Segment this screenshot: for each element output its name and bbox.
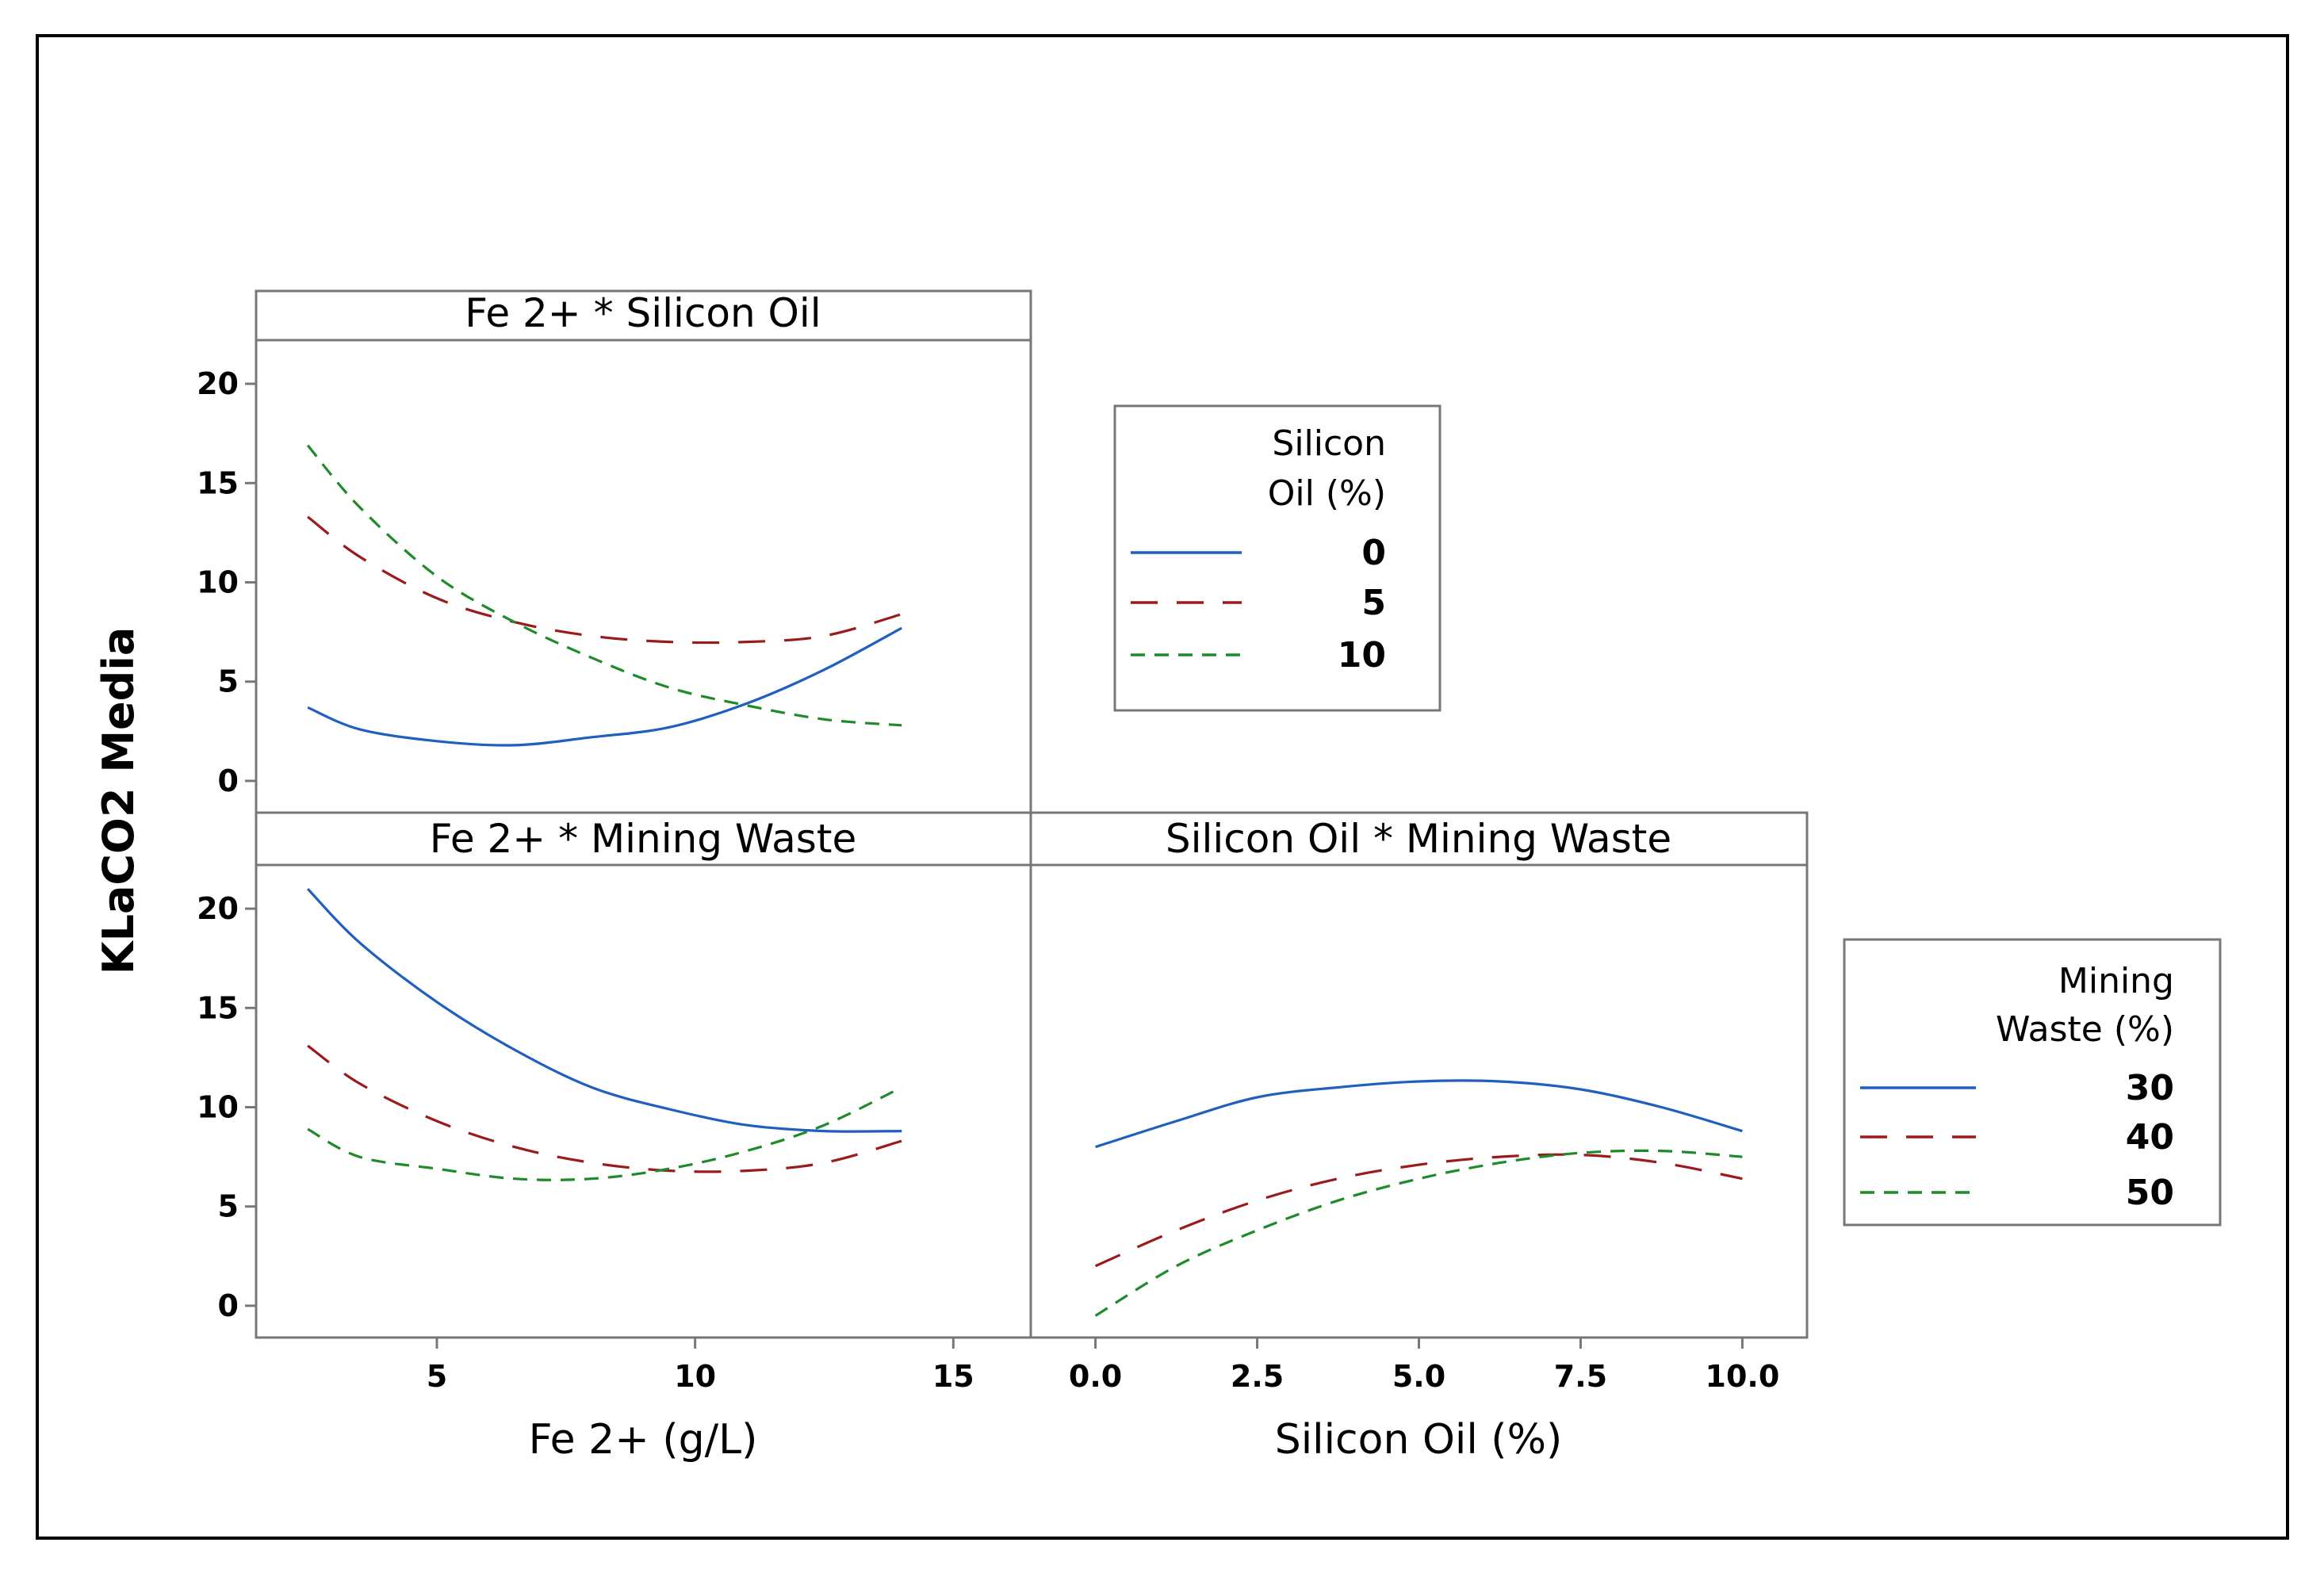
y-tick-label: 10	[197, 1090, 239, 1125]
y-tick-label: 10	[197, 565, 239, 600]
panel-silicon-mining-title: Silicon Oil * Mining Waste	[1166, 816, 1671, 862]
panel-fe-silicon-header-box	[255, 289, 1032, 342]
panel-fe-mining-title: Fe 2+ * Mining Waste	[430, 816, 856, 862]
legend-label-30: 30	[2126, 1068, 2174, 1108]
legend-silicon-oil: Silicon Oil (%) 0 5 10	[1113, 404, 1441, 712]
panel-fe-mining-lines	[306, 887, 902, 1181]
panel-fe-mining-x-ticks: 5 10 15	[427, 1338, 974, 1394]
series-line-30	[1095, 1079, 1743, 1149]
x-tick-label: 0.0	[1069, 1359, 1122, 1394]
x-tick-label: 2.5	[1231, 1359, 1284, 1394]
y-tick-label: 0	[218, 1288, 239, 1323]
panel-silicon-mining-x-axis-label: Silicon Oil (%)	[1275, 1416, 1563, 1464]
series-line-50	[1094, 1149, 1743, 1317]
x-tick-label: 10	[674, 1359, 716, 1394]
legend-label-50: 50	[2126, 1173, 2174, 1213]
panel-fe-mining-header-box	[255, 811, 1032, 867]
panel-fe-mining: Fe 2+ * Mining Waste 0 5 10 15 20 5 10 15 Fe 2…	[197, 811, 1032, 1464]
panel-fe-silicon-title: Fe 2+ * Silicon Oil	[465, 290, 821, 336]
legend-label-40: 40	[2126, 1117, 2174, 1158]
panel-fe-mining-y-ticks: 0 5 10 15 20	[197, 891, 256, 1323]
x-tick-label: 10.0	[1706, 1359, 1780, 1394]
panel-fe-silicon-lines	[306, 444, 902, 747]
x-tick-label: 7.5	[1554, 1359, 1607, 1394]
legend-mining-waste-box	[1843, 938, 2222, 1227]
panel-fe-mining-plot-frame	[255, 863, 1032, 1339]
panel-fe-silicon-plot-frame	[255, 339, 1032, 814]
legend-silicon-oil-box	[1113, 404, 1441, 712]
legend-mining-waste-title-line-2: Waste (%)	[1996, 1009, 2174, 1050]
x-tick-label: 15	[932, 1359, 974, 1394]
panel-silicon-mining-lines	[1094, 1079, 1743, 1317]
panel-silicon-mining: Silicon Oil * Mining Waste 0.0 2.5 5.0 7.5 1…	[1029, 811, 1809, 1464]
legend-label-5: 5	[1361, 583, 1386, 623]
series-line-40	[307, 1044, 902, 1173]
legend-label-10: 10	[1338, 635, 1386, 676]
outer-border	[36, 34, 2289, 1540]
series-line-0	[307, 626, 902, 747]
panel-fe-mining-x-axis-label: Fe 2+ (g/L)	[529, 1416, 758, 1464]
y-tick-label: 5	[218, 1189, 239, 1224]
series-line-40	[1094, 1153, 1743, 1268]
legend-silicon-oil-entries: 0 5 10	[1131, 533, 1386, 676]
series-line-5	[307, 515, 902, 645]
legend-mining-waste-entries: 30 40 50	[1860, 1068, 2174, 1213]
legend-label-0: 0	[1361, 533, 1386, 573]
y-tick-label: 5	[218, 664, 239, 699]
panel-silicon-mining-x-ticks: 0.0 2.5 5.0 7.5 10.0	[1069, 1338, 1779, 1394]
series-line-30	[306, 887, 902, 1133]
y-tick-label: 0	[218, 764, 239, 798]
legend-silicon-oil-title-line-2: Oil (%)	[1268, 473, 1386, 514]
legend-mining-waste: Mining Waste (%) 30 40 50	[1843, 938, 2222, 1227]
legend-silicon-oil-title-line-1: Silicon	[1272, 423, 1386, 464]
x-tick-label: 5.0	[1392, 1359, 1445, 1394]
panel-silicon-mining-header-box	[1029, 811, 1809, 867]
y-axis-label: KLaCO2 Media	[94, 627, 144, 975]
panel-silicon-mining-plot-frame	[1029, 863, 1809, 1339]
series-line-10	[306, 444, 902, 727]
legend-mining-waste-title-line-1: Mining	[2058, 961, 2174, 1001]
panel-fe-silicon-y-ticks: 0 5 10 15 20	[197, 366, 256, 798]
panel-fe-silicon: Fe 2+ * Silicon Oil 0 5 10 15 20	[197, 289, 1032, 814]
y-tick-label: 20	[197, 891, 239, 926]
y-tick-label: 15	[197, 465, 239, 500]
y-tick-label: 15	[197, 990, 239, 1025]
x-tick-label: 5	[427, 1359, 447, 1394]
y-tick-label: 20	[197, 366, 239, 401]
